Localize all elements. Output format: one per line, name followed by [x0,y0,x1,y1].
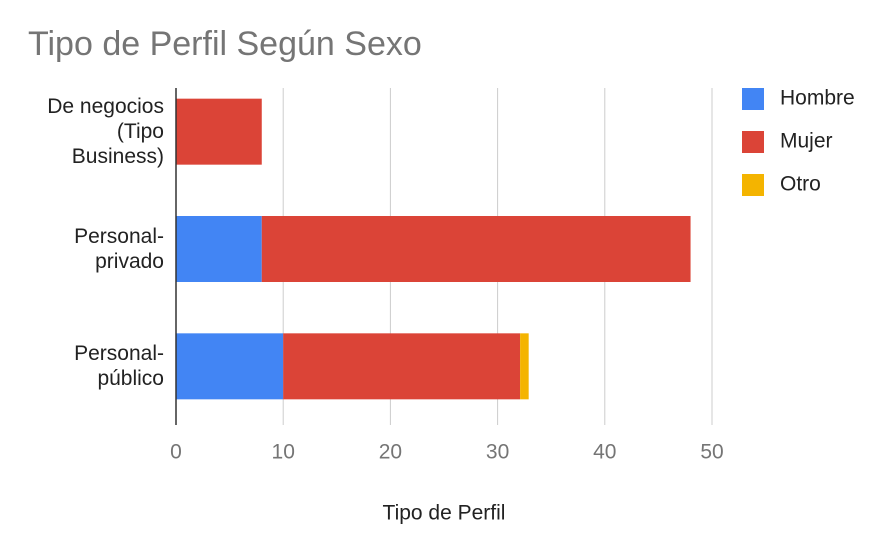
legend-swatch [742,174,764,196]
legend-label: Hombre [780,87,855,110]
bar [176,98,262,165]
bar [283,333,521,400]
x-tick-label: 30 [486,441,509,464]
x-tick-label: 50 [700,441,723,464]
x-tick-label: 0 [170,441,182,464]
x-tick-label: 40 [593,441,616,464]
x-tick-label: 20 [379,441,402,464]
bar [520,333,529,400]
bar [176,216,262,282]
bar [261,216,691,282]
x-axis-title: Tipo de Perfil [383,502,506,525]
legend-swatch [742,88,764,110]
legend-label: Mujer [780,130,833,153]
chart-title: Tipo de Perfil Según Sexo [28,25,422,63]
y-tick-label: De negocios (Tipo Business) [47,95,164,169]
y-tick-label: Personal-público [74,342,164,391]
y-tick-label: Personal-privado [74,225,164,273]
bar [176,333,284,400]
legend-swatch [742,131,764,153]
x-tick-label: 10 [272,441,295,464]
legend-label: Otro [780,173,821,196]
